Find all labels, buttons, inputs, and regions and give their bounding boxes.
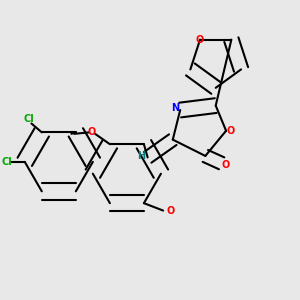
Text: O: O bbox=[88, 128, 96, 137]
Text: O: O bbox=[226, 126, 235, 136]
Text: O: O bbox=[166, 206, 174, 216]
Text: Cl: Cl bbox=[23, 114, 34, 124]
Text: N: N bbox=[171, 103, 179, 113]
Text: Cl: Cl bbox=[2, 157, 12, 167]
Text: H: H bbox=[137, 151, 145, 161]
Text: O: O bbox=[221, 160, 229, 170]
Text: O: O bbox=[196, 34, 204, 45]
